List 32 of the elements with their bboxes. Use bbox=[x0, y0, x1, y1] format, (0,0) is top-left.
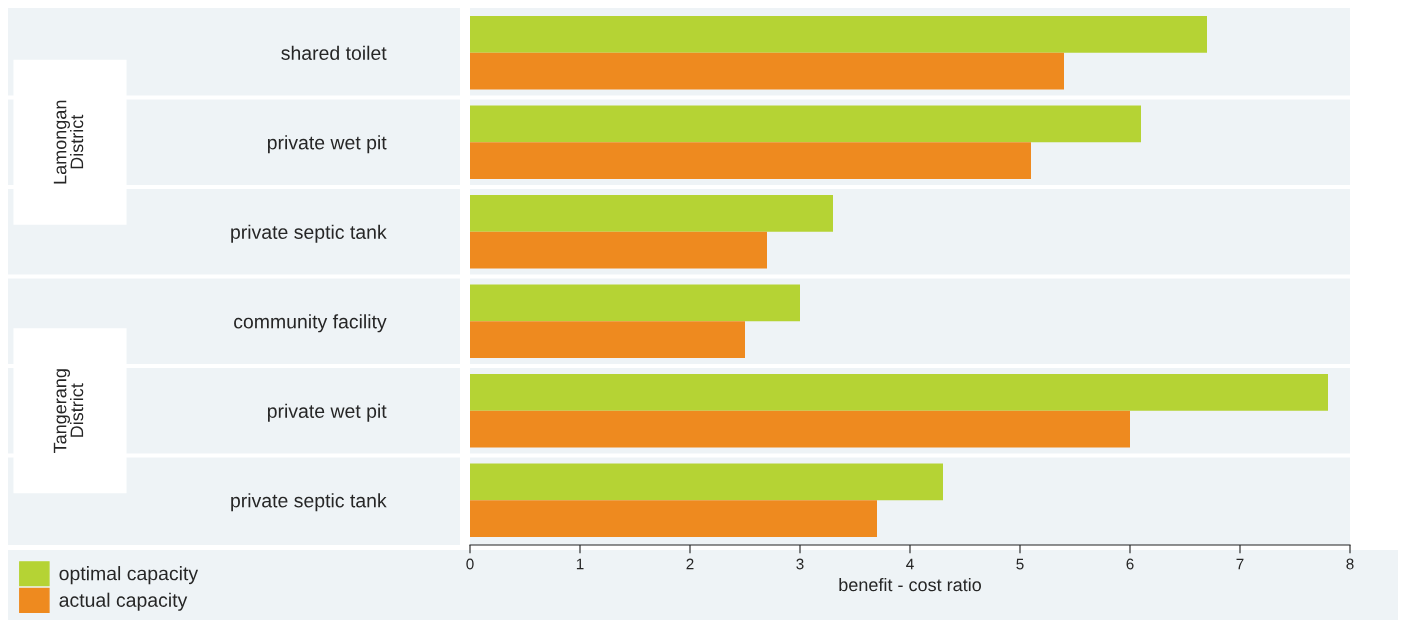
legend-label: optimal capacity bbox=[59, 566, 199, 585]
x-tick-label: 8 bbox=[1346, 558, 1354, 570]
bar bbox=[470, 195, 833, 232]
x-tick-label: 2 bbox=[686, 558, 694, 570]
y-tick-label: private septic tank bbox=[231, 224, 387, 243]
bar bbox=[470, 16, 1207, 53]
x-tick-label: 3 bbox=[796, 558, 804, 570]
y-tick-label: shared toilet bbox=[281, 45, 387, 60]
bar bbox=[470, 463, 943, 501]
bar bbox=[470, 52, 1064, 90]
y-tick-label: community facility bbox=[234, 314, 387, 333]
bar bbox=[470, 410, 1130, 448]
bar bbox=[470, 105, 1141, 143]
x-tick-label: 6 bbox=[1126, 558, 1134, 570]
bar bbox=[470, 284, 800, 322]
x-axis-title: benefit - cost ratio bbox=[839, 577, 981, 592]
x-tick-label: 1 bbox=[576, 558, 584, 570]
x-tick-label: 7 bbox=[1236, 558, 1244, 570]
y-tick-label: private septic tank bbox=[231, 493, 387, 512]
y-tick-label: private wet pit bbox=[267, 403, 387, 422]
bar bbox=[470, 374, 1328, 411]
legend-label: actual capacity bbox=[59, 592, 188, 611]
bar bbox=[470, 231, 767, 269]
bar bbox=[470, 142, 1031, 179]
bar bbox=[470, 321, 745, 358]
y-tick-label: private wet pit bbox=[267, 135, 387, 154]
x-tick-label: 0 bbox=[466, 558, 474, 570]
text: Tangerang District bbox=[53, 369, 84, 453]
text: Lamongan District bbox=[53, 100, 84, 184]
bar bbox=[470, 500, 877, 537]
x-tick-label: 4 bbox=[906, 558, 914, 570]
x-tick-label: 5 bbox=[1016, 558, 1024, 570]
